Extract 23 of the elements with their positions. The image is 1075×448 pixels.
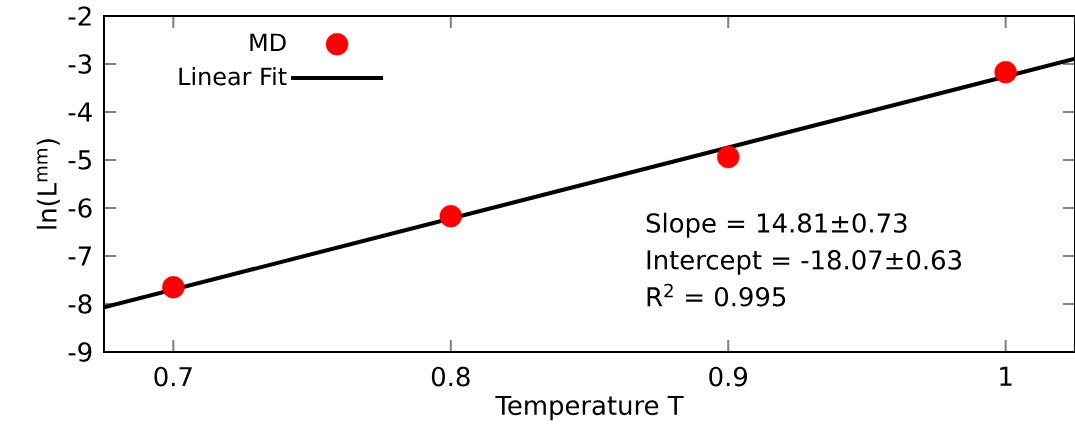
x-tick-label: 0.8 [431, 366, 470, 387]
y-tick-label: -3 [68, 54, 92, 74]
y-tick-label: -8 [68, 294, 92, 314]
y-tick-label: -9 [68, 342, 92, 362]
y-axis-title: ln(L$^{mm}$) [36, 139, 60, 229]
legend-label: Linear Fit [179, 66, 287, 86]
annotation: Slope = 14.81±0.73 [646, 212, 907, 238]
point [717, 145, 740, 169]
x-tick-label: 0.7 [154, 366, 192, 387]
y-tick-label: -7 [68, 246, 91, 266]
x-tick-label: 0.9 [709, 366, 747, 387]
annotation: R$^{2}$ = 0.995 [647, 283, 786, 307]
x-axis-title: Temperature T [495, 395, 684, 421]
point [439, 204, 462, 228]
point [994, 60, 1017, 84]
y-tick-label: -4 [68, 102, 92, 122]
y-tick-label: -5 [68, 150, 91, 170]
y-tick-label: -2 [68, 6, 91, 26]
y-tick-label: -6 [68, 198, 92, 218]
x-tick-label: 1 [1000, 366, 1012, 386]
point [162, 276, 185, 299]
annotation: Intercept = -18.07±0.63 [647, 250, 961, 275]
legend-label: MD [250, 33, 286, 52]
